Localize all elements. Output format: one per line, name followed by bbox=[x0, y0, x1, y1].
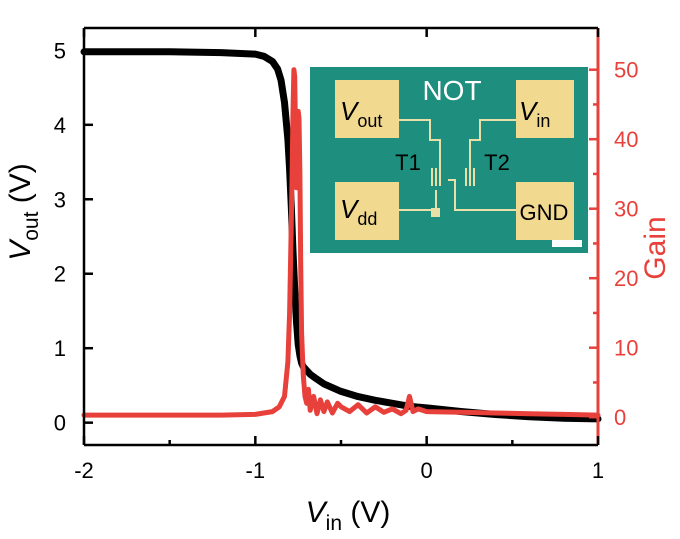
pad-vout-label-sub: out bbox=[357, 111, 382, 131]
pad-vout bbox=[335, 80, 399, 138]
series-layer bbox=[80, 48, 602, 423]
pad-vin-label-main: V bbox=[519, 96, 539, 126]
inset-title: NOT bbox=[422, 75, 481, 106]
x-axis-title-unit: (V) bbox=[342, 496, 390, 529]
left-y-tick-label: 4 bbox=[54, 113, 66, 138]
right-y-tick-label: 50 bbox=[614, 58, 638, 83]
pad-vdd bbox=[335, 182, 399, 240]
pad-vdd-label: Vdd bbox=[340, 194, 377, 229]
left-y-tick-label: 3 bbox=[54, 187, 66, 212]
pad-vdd-label-main: V bbox=[340, 194, 360, 224]
x-axis-title-main: V bbox=[306, 496, 329, 529]
gain-series-line bbox=[81, 67, 601, 418]
right-y-tick-label: 0 bbox=[614, 405, 626, 430]
right-y-tick-label: 20 bbox=[614, 266, 638, 291]
pad-gnd-label: GND bbox=[520, 200, 569, 225]
x-tick-label: 0 bbox=[421, 458, 433, 483]
left-y-axis-title-sub: out bbox=[20, 211, 43, 240]
left-y-tick-label: 5 bbox=[54, 38, 66, 63]
right-y-axis-title: Gain bbox=[639, 216, 672, 279]
left-y-tick-label: 2 bbox=[54, 262, 66, 287]
left-y-axis-title: Vout (V) bbox=[4, 163, 43, 261]
right-y-tick-label: 10 bbox=[614, 336, 638, 361]
right-y-tick-label: 30 bbox=[614, 197, 638, 222]
pad-vout-label: Vout bbox=[340, 96, 382, 131]
transistor-t1-label: T1 bbox=[395, 150, 421, 175]
left-y-axis-title-unit: (V) bbox=[4, 163, 37, 211]
left-y-axis-title-main: V bbox=[4, 238, 37, 261]
x-tick-label: -1 bbox=[246, 458, 266, 483]
pad-vin bbox=[516, 80, 574, 138]
scale-bar bbox=[552, 240, 582, 247]
inset-contact bbox=[431, 208, 440, 217]
pad-gnd bbox=[516, 182, 574, 240]
x-tick-label: -2 bbox=[74, 458, 94, 483]
pad-vdd-label-sub: dd bbox=[357, 209, 377, 229]
transistor-t2-label: T2 bbox=[484, 150, 510, 175]
pad-vout-label-main: V bbox=[340, 96, 360, 126]
left-y-tick-label: 0 bbox=[54, 411, 66, 436]
pad-vin-label: Vin bbox=[519, 96, 550, 131]
device-micrograph-inset: NOT Vout Vin Vdd GND T1 T2 bbox=[310, 67, 588, 253]
x-axis-title-sub: in bbox=[326, 512, 342, 535]
x-axis-title: Vin (V) bbox=[306, 496, 391, 535]
pad-vin-label-sub: in bbox=[536, 111, 550, 131]
x-tick-label: 1 bbox=[592, 458, 604, 483]
right-y-tick-label: 40 bbox=[614, 127, 638, 152]
left-y-tick-label: 1 bbox=[54, 336, 66, 361]
